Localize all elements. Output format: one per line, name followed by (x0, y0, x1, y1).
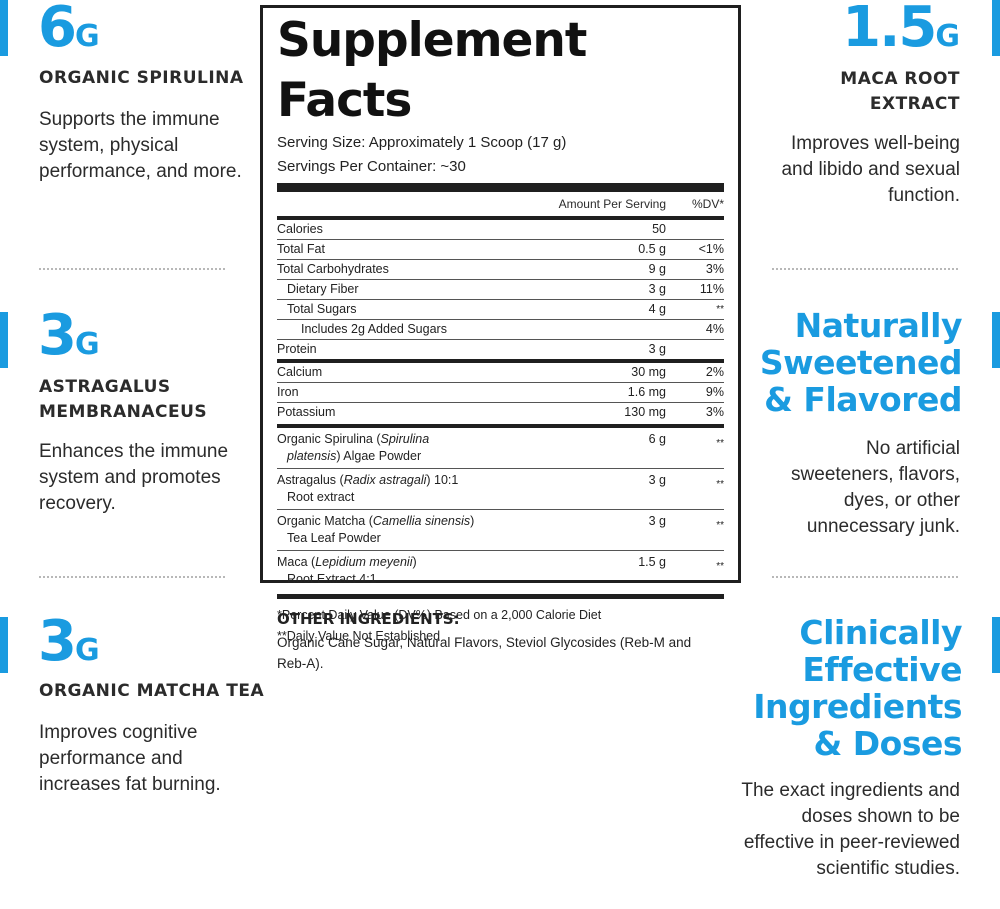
naturally-sweetened-desc: No artificial sweeteners, flavors, dyes,… (791, 438, 960, 537)
astragalus-amount: 3G (38, 303, 100, 368)
rule (277, 183, 724, 192)
other-ingredients-text: Organic Cane Sugar, Natural Flavors, Ste… (277, 635, 692, 671)
ingredient-row: Organic Spirulina (Spirulina platensis) A… (277, 432, 724, 463)
maca-amount: 1.5G (842, 0, 960, 60)
accent-bar (0, 0, 8, 56)
clinically-effective-desc: The exact ingredients and doses shown to… (741, 780, 960, 879)
divider (39, 576, 225, 578)
dv-header: %DV* (691, 197, 724, 211)
footnote-dv: *Percent Daily Value (DV%) Based on a 2,… (277, 608, 602, 622)
nutrient-row: Total Carbohydrates 9 g 3% (277, 259, 724, 279)
spirulina-desc: Supports the immune system, physical per… (39, 109, 242, 182)
rule (277, 216, 724, 220)
astragalus-name: ASTRAGALUS MEMBRANACEUS (39, 377, 208, 422)
spirulina-name: ORGANIC SPIRULINA (39, 68, 244, 88)
divider (39, 268, 225, 270)
ingredient-row: Organic Matcha (Camellia sinensis) Tea Le… (277, 509, 724, 550)
other-ingredients-heading: OTHER INGREDIENTS: (277, 610, 460, 628)
nutrient-row: Dietary Fiber 3 g 11% (277, 279, 724, 299)
panel-title: Supplement Facts (277, 13, 587, 128)
accent-bar (0, 617, 8, 673)
divider (772, 268, 958, 270)
maca-name: MACA ROOT EXTRACT (840, 69, 960, 114)
mineral-row: Calcium 30 mg 2% (277, 365, 724, 379)
matcha-name: ORGANIC MATCHA TEA (39, 681, 265, 701)
rule (277, 424, 724, 428)
nutrient-row: Calories 50 (277, 222, 666, 236)
ingredient-row: Maca (Lepidium meyenii) Root Extract 4:1 … (277, 550, 724, 591)
spirulina-amount: 6G (38, 0, 100, 60)
accent-bar (992, 0, 1000, 56)
astragalus-desc: Enhances the immune system and promotes … (39, 441, 229, 514)
supplement-facts-panel: Supplement Facts Serving Size: Approxima… (260, 5, 741, 643)
nutrient-row: Protein 3 g (277, 339, 724, 359)
clinically-effective-heading: Clinically Effective Ingredients & Doses (753, 613, 962, 763)
nutrient-row: Total Sugars 4 g ** (277, 299, 724, 319)
accent-bar (992, 617, 1000, 673)
accent-bar (992, 312, 1000, 368)
ingredient-row: Astragalus (Radix astragali) 10:1 Root ex… (277, 468, 724, 509)
servings-per-container: Servings Per Container: ~30 (277, 158, 466, 175)
rule (277, 359, 724, 363)
naturally-sweetened-heading: Naturally Sweetened & Flavored (759, 306, 963, 419)
matcha-desc: Improves cognitive performance and incre… (39, 722, 221, 795)
divider (772, 576, 958, 578)
maca-desc: Improves well-being and libido and sexua… (781, 133, 960, 206)
nutrient-row: Includes 2g Added Sugars 4% (277, 319, 724, 339)
mineral-row: Iron 1.6 mg 9% (277, 382, 724, 402)
footnote-not-established: **Daily Value Not Established (277, 629, 441, 643)
serving-size: Serving Size: Approximately 1 Scoop (17 … (277, 134, 567, 151)
column-headers: Amount Per Serving %DV* (277, 192, 724, 216)
nutrient-row: Total Fat 0.5 g <1% (277, 239, 724, 259)
matcha-amount: 3G (38, 609, 100, 674)
mineral-row: Potassium 130 mg 3% (277, 402, 724, 422)
rule (277, 594, 724, 599)
amount-header: Amount Per Serving (558, 197, 666, 211)
accent-bar (0, 312, 8, 368)
